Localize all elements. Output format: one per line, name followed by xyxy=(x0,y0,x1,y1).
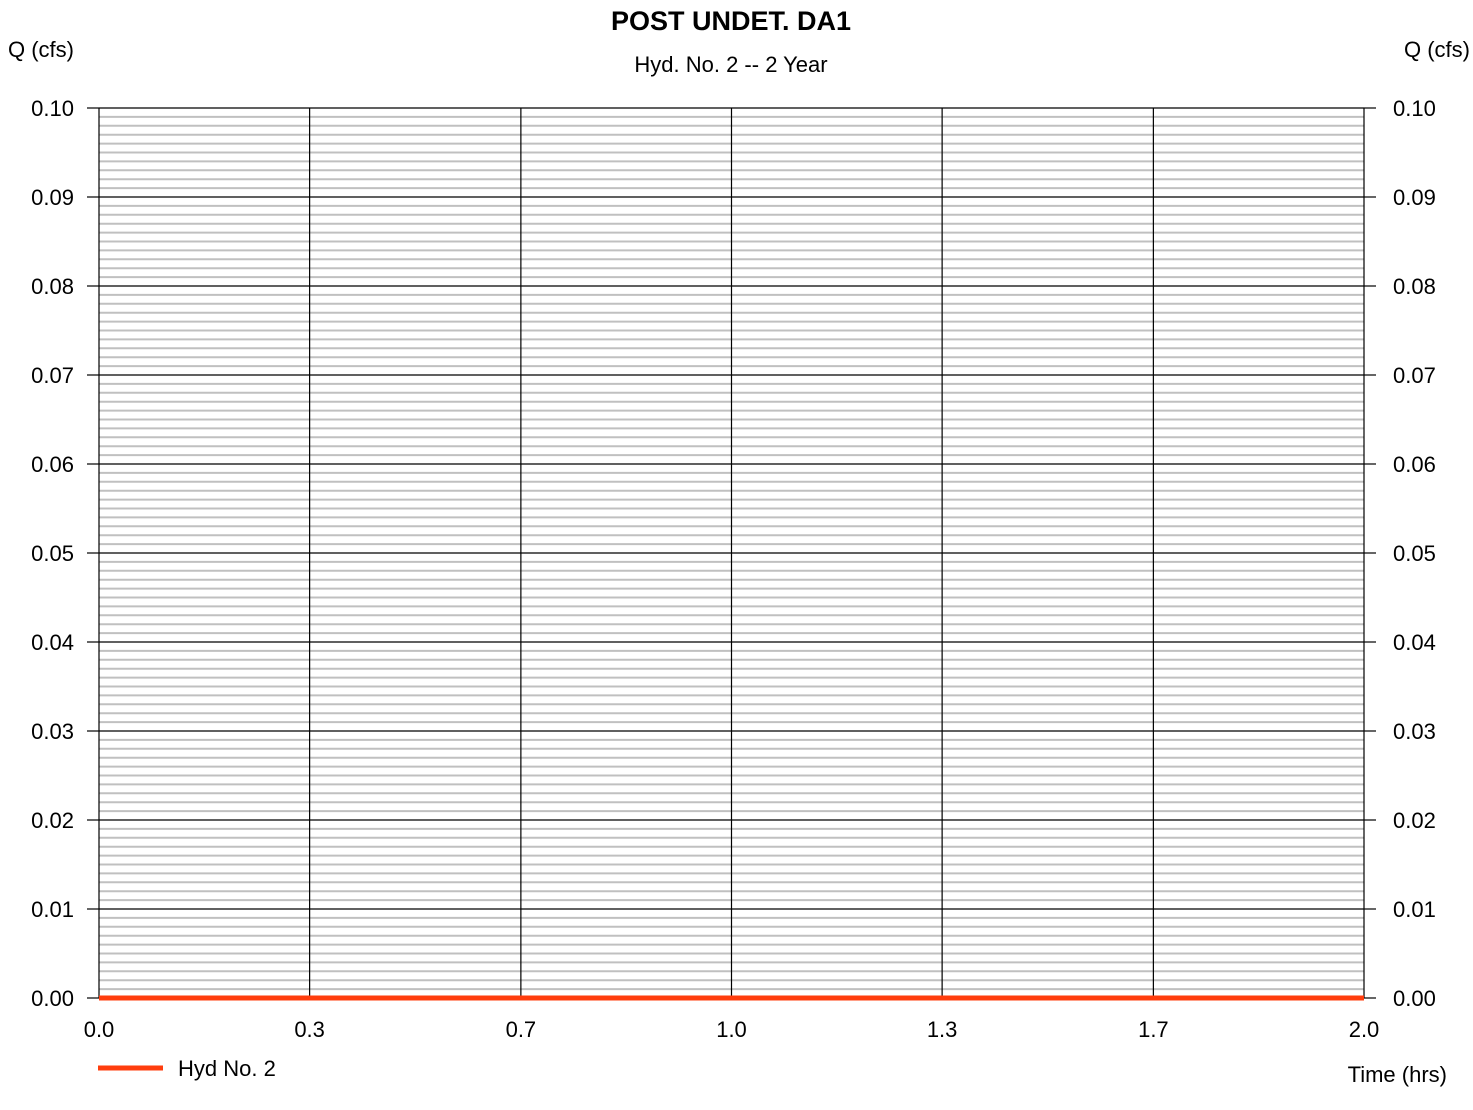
y-tick-labels-left: 0.00 0.01 0.02 0.03 0.04 0.05 0.06 0.07 0.08 0.09… xyxy=(31,96,74,1011)
y-tick-label-right: 0.02 xyxy=(1393,808,1436,833)
y-tick-label-right: 0.09 xyxy=(1393,185,1436,210)
x-axis-label: Time (hrs) xyxy=(1348,1062,1447,1087)
y-tick-label-left: 0.09 xyxy=(31,185,74,210)
y-tick-label-left: 0.06 xyxy=(31,452,74,477)
y-tick-label-left: 0.07 xyxy=(31,363,74,388)
y-tick-label-left: 0.05 xyxy=(31,541,74,566)
x-tick-label: 1.3 xyxy=(927,1017,958,1042)
x-tick-label: 0.0 xyxy=(84,1017,115,1042)
y-tick-label-left: 0.02 xyxy=(31,808,74,833)
legend: Hyd No. 2 xyxy=(98,1056,276,1081)
x-tick-labels: 0.0 0.3 0.7 1.0 1.3 1.7 2.0 xyxy=(84,1017,1380,1042)
y-tick-label-right: 0.01 xyxy=(1393,897,1436,922)
y-axis-label-left: Q (cfs) xyxy=(8,37,74,62)
chart-subtitle: Hyd. No. 2 -- 2 Year xyxy=(634,52,827,77)
y-tick-label-left: 0.00 xyxy=(31,986,74,1011)
tick-marks xyxy=(87,107,1376,999)
y-tick-label-left: 0.10 xyxy=(31,96,74,121)
y-tick-labels-right: 0.00 0.01 0.02 0.03 0.04 0.05 0.06 0.07 0.08 0.09… xyxy=(1393,96,1436,1011)
y-axis-label-right: Q (cfs) xyxy=(1404,37,1470,62)
x-tick-label: 1.0 xyxy=(716,1017,747,1042)
y-tick-label-right: 0.10 xyxy=(1393,96,1436,121)
x-tick-label: 0.3 xyxy=(294,1017,325,1042)
x-tick-label: 1.7 xyxy=(1138,1017,1169,1042)
x-tick-label: 0.7 xyxy=(506,1017,537,1042)
y-tick-label-right: 0.08 xyxy=(1393,274,1436,299)
major-gridlines xyxy=(98,107,1365,999)
y-tick-label-right: 0.03 xyxy=(1393,719,1436,744)
y-tick-label-left: 0.03 xyxy=(31,719,74,744)
y-tick-label-right: 0.07 xyxy=(1393,363,1436,388)
chart-title: POST UNDET. DA1 xyxy=(611,6,851,36)
y-tick-label-left: 0.08 xyxy=(31,274,74,299)
x-tick-label: 2.0 xyxy=(1349,1017,1380,1042)
y-tick-label-left: 0.01 xyxy=(31,897,74,922)
y-tick-label-right: 0.06 xyxy=(1393,452,1436,477)
y-tick-label-right: 0.05 xyxy=(1393,541,1436,566)
y-tick-label-right: 0.04 xyxy=(1393,630,1436,655)
y-tick-label-right: 0.00 xyxy=(1393,986,1436,1011)
legend-label-hyd-no-2: Hyd No. 2 xyxy=(178,1056,276,1081)
y-tick-label-left: 0.04 xyxy=(31,630,74,655)
